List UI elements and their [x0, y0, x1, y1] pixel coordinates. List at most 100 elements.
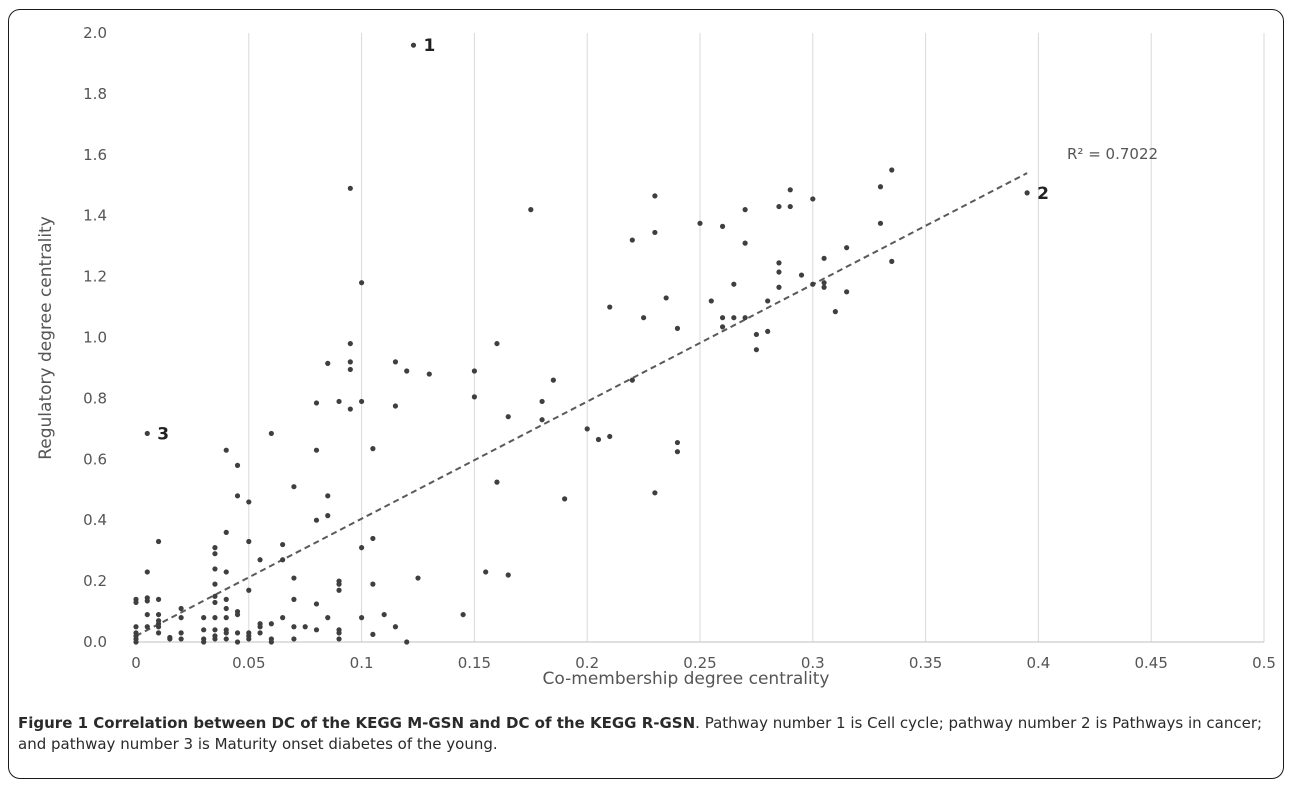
data-point — [742, 315, 748, 321]
data-point — [133, 639, 139, 645]
data-point — [133, 624, 139, 630]
data-point — [731, 281, 737, 287]
x-tick-label: 0.05 — [232, 654, 265, 672]
data-point — [392, 624, 399, 630]
data-point — [144, 569, 150, 575]
data-point — [167, 636, 173, 642]
data-point — [223, 596, 229, 602]
data-point — [257, 557, 263, 563]
data-points — [133, 42, 1030, 645]
data-point — [212, 615, 218, 621]
data-point — [539, 398, 545, 405]
data-point — [494, 340, 500, 347]
y-tick-labels: 0.0 0.2 0.4 0.6 0.8 1.0 1.2 1.4 1.6 1.8 2.0 — [83, 24, 107, 651]
data-point — [607, 304, 613, 310]
data-point — [776, 260, 782, 266]
data-point — [359, 615, 365, 621]
data-point — [212, 627, 218, 633]
y-tick-label: 1.6 — [83, 146, 107, 164]
data-point — [719, 223, 726, 229]
data-point — [212, 551, 218, 557]
data-point — [144, 624, 150, 630]
data-point — [562, 496, 568, 502]
x-tick-label: 0.45 — [1134, 654, 1167, 672]
x-tick-label: 0.2 — [575, 654, 599, 672]
data-point — [410, 42, 417, 48]
data-point — [359, 280, 365, 286]
data-point — [155, 596, 162, 602]
data-point — [234, 630, 241, 636]
data-point — [652, 193, 658, 199]
x-axis-title: Co-membership degree centrality — [543, 669, 830, 689]
data-point — [178, 636, 184, 642]
data-point — [212, 566, 218, 572]
data-point — [201, 615, 207, 621]
data-point — [404, 368, 410, 374]
data-point — [280, 557, 286, 563]
data-point — [347, 340, 353, 347]
data-point — [641, 315, 647, 321]
data-point — [471, 368, 477, 374]
data-point — [336, 587, 342, 593]
y-tick-label: 0.2 — [83, 572, 107, 590]
data-point — [201, 627, 207, 633]
data-point — [178, 630, 184, 636]
data-point — [505, 414, 511, 420]
data-point — [629, 377, 635, 383]
data-point — [347, 185, 353, 191]
data-point — [246, 499, 252, 505]
data-point — [810, 281, 816, 287]
data-point — [528, 207, 534, 213]
y-tick-label: 0.6 — [83, 450, 107, 468]
data-point — [765, 298, 771, 304]
data-point — [325, 615, 331, 621]
y-tick-label: 1.4 — [83, 207, 107, 225]
x-tick-label: 0.4 — [1026, 654, 1050, 672]
x-tick-label: 0.5 — [1252, 654, 1276, 672]
data-point — [234, 493, 241, 499]
data-point — [144, 430, 150, 437]
data-point — [392, 359, 399, 365]
data-point — [347, 406, 353, 412]
data-point — [325, 360, 331, 366]
data-point — [212, 545, 218, 551]
data-point — [359, 545, 365, 551]
data-point — [223, 529, 229, 535]
data-point — [336, 581, 342, 587]
data-point — [550, 377, 556, 383]
data-point — [776, 269, 782, 275]
data-point — [821, 255, 827, 261]
data-point — [844, 245, 850, 251]
data-point — [223, 615, 229, 621]
data-point — [336, 630, 342, 636]
x-tick-label: 0.25 — [683, 654, 716, 672]
data-point — [133, 599, 139, 606]
data-point — [280, 615, 286, 621]
y-axis-title: Regulatory degree centrality — [36, 216, 56, 460]
data-point — [280, 541, 286, 548]
data-point — [155, 624, 162, 630]
data-point — [291, 575, 297, 581]
figure-caption: Figure 1 Correlation between DC of the K… — [18, 713, 1276, 755]
data-point — [392, 403, 399, 409]
data-point — [155, 630, 162, 636]
data-point — [765, 328, 771, 335]
data-point — [1024, 190, 1030, 196]
data-point — [201, 639, 207, 645]
data-point — [753, 331, 760, 338]
data-point — [246, 636, 252, 642]
data-point — [832, 309, 838, 315]
data-point — [426, 371, 432, 377]
data-point — [234, 462, 241, 468]
data-point — [347, 359, 353, 365]
x-tick-label: 0.35 — [909, 654, 942, 672]
data-point — [268, 621, 274, 627]
y-tick-label: 1.2 — [83, 268, 107, 286]
data-point — [719, 324, 726, 330]
data-point — [877, 184, 884, 190]
data-point — [483, 569, 489, 575]
x-tick-labels: 0 0.05 0.1 0.15 0.2 0.25 0.3 0.35 0.4 0.45 0.5 — [131, 654, 1276, 672]
data-point — [212, 599, 218, 606]
data-point — [291, 596, 297, 602]
scatter-chart: 0 0.05 0.1 0.15 0.2 0.25 0.3 0.35 0.4 0.45 0.5 0.0… — [36, 24, 1276, 689]
